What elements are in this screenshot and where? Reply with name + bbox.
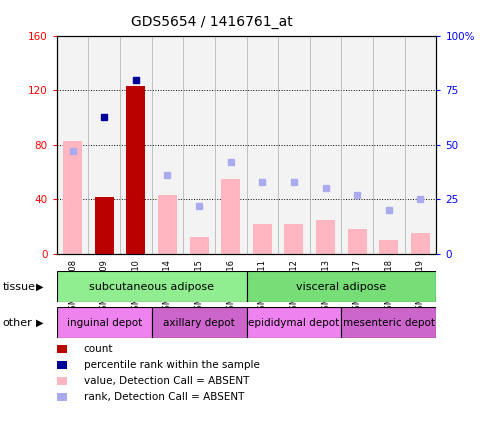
Text: epididymal depot: epididymal depot bbox=[248, 318, 340, 327]
Bar bbox=[405, 36, 436, 254]
Bar bbox=[183, 36, 215, 254]
Text: ▶: ▶ bbox=[35, 282, 43, 292]
Bar bbox=[57, 36, 88, 254]
Text: value, Detection Call = ABSENT: value, Detection Call = ABSENT bbox=[84, 376, 249, 386]
Text: count: count bbox=[84, 344, 113, 354]
Bar bbox=[411, 233, 430, 254]
Bar bbox=[246, 271, 436, 302]
Bar bbox=[246, 307, 341, 338]
Bar bbox=[246, 36, 278, 254]
Bar bbox=[88, 36, 120, 254]
Text: other: other bbox=[2, 318, 32, 328]
Bar bbox=[95, 197, 113, 254]
Bar bbox=[284, 224, 304, 254]
Bar bbox=[341, 307, 436, 338]
Bar bbox=[380, 240, 398, 254]
Bar bbox=[341, 36, 373, 254]
Text: mesenteric depot: mesenteric depot bbox=[343, 318, 435, 327]
Bar bbox=[152, 36, 183, 254]
Text: rank, Detection Call = ABSENT: rank, Detection Call = ABSENT bbox=[84, 392, 244, 402]
Text: axillary depot: axillary depot bbox=[163, 318, 235, 327]
Text: percentile rank within the sample: percentile rank within the sample bbox=[84, 360, 260, 370]
Bar bbox=[373, 36, 405, 254]
Bar bbox=[63, 141, 82, 254]
Text: ▶: ▶ bbox=[35, 318, 43, 328]
Bar bbox=[253, 224, 272, 254]
Bar bbox=[348, 229, 367, 254]
Bar bbox=[189, 237, 209, 254]
Bar bbox=[221, 179, 240, 254]
Bar bbox=[120, 36, 152, 254]
Text: subcutaneous adipose: subcutaneous adipose bbox=[89, 282, 214, 291]
Bar bbox=[57, 307, 152, 338]
Bar bbox=[215, 36, 246, 254]
Text: inguinal depot: inguinal depot bbox=[67, 318, 142, 327]
Bar bbox=[310, 36, 341, 254]
Text: visceral adipose: visceral adipose bbox=[296, 282, 387, 291]
Bar bbox=[316, 220, 335, 254]
Bar bbox=[158, 195, 177, 254]
Bar bbox=[126, 86, 145, 254]
Bar bbox=[278, 36, 310, 254]
Text: GDS5654 / 1416761_at: GDS5654 / 1416761_at bbox=[131, 15, 293, 29]
Bar bbox=[57, 271, 246, 302]
Text: tissue: tissue bbox=[2, 282, 35, 292]
Bar bbox=[152, 307, 246, 338]
